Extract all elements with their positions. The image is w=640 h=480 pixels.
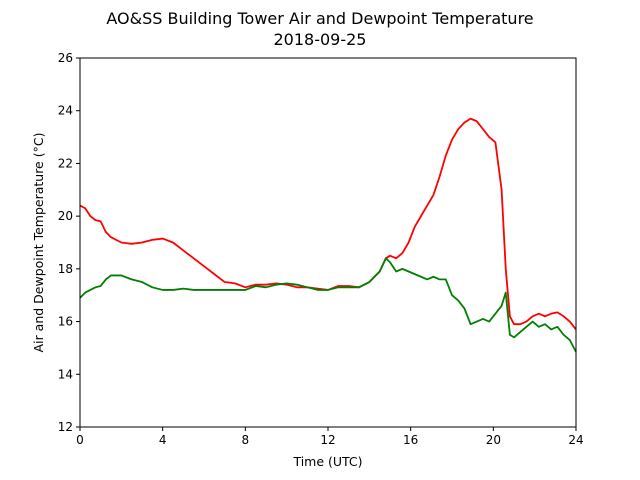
- x-tick-label: 12: [320, 433, 335, 447]
- y-tick-label: 20: [58, 209, 73, 223]
- series-line-2: [79, 257, 577, 353]
- x-tick-label: 4: [159, 433, 167, 447]
- y-axis-ticks: 12 14 16 18 20 22 24 26: [58, 51, 80, 434]
- y-tick-label: 14: [58, 367, 73, 381]
- y-tick-label: 22: [58, 156, 73, 170]
- x-tick-label: 8: [242, 433, 250, 447]
- x-tick-label: 20: [486, 433, 501, 447]
- x-tick-label: 16: [403, 433, 418, 447]
- chart-subtitle: 2018-09-25: [274, 30, 367, 49]
- series-layer: [79, 117, 577, 353]
- x-tick-label: 0: [76, 433, 84, 447]
- y-tick-label: 24: [58, 104, 73, 118]
- y-tick-label: 12: [58, 420, 73, 434]
- y-tick-label: 26: [58, 51, 73, 65]
- plot-frame: [79, 57, 577, 428]
- y-tick-label: 16: [58, 315, 73, 329]
- chart-title: AO&SS Building Tower Air and Dewpoint Te…: [106, 9, 533, 28]
- x-axis-label: Time (UTC): [292, 454, 362, 469]
- x-tick-label: 24: [568, 433, 583, 447]
- x-axis-ticks: 0 4 8 12 16 20 24: [76, 427, 584, 447]
- series-line-1: [79, 117, 577, 331]
- y-axis-label: Air and Dewpoint Temperature (°C): [31, 133, 46, 353]
- y-tick-label: 18: [58, 262, 73, 276]
